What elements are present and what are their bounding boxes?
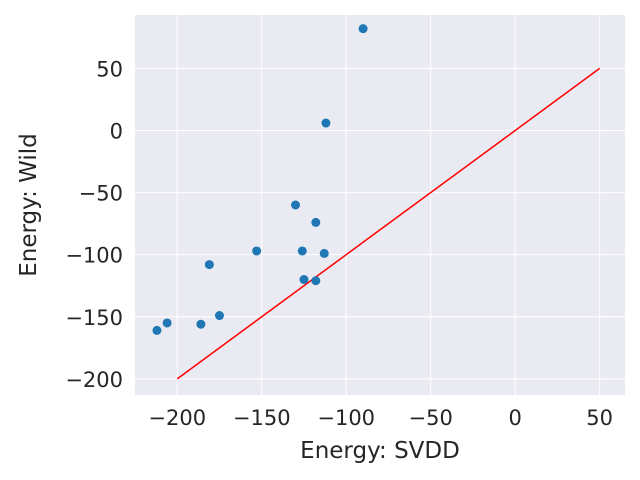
scatter-point xyxy=(152,325,162,335)
x-tick-label: −200 xyxy=(148,406,206,430)
y-tick-label: −100 xyxy=(65,244,123,268)
x-axis-label: Energy: SVDD xyxy=(300,438,460,464)
plot-area xyxy=(135,15,625,395)
scatter-point xyxy=(311,217,321,227)
y-tick-label: −50 xyxy=(79,182,123,206)
y-axis-label: Energy: Wild xyxy=(16,133,42,277)
x-tick-label: 50 xyxy=(586,406,613,430)
scatter-point xyxy=(319,248,329,258)
scatter-point xyxy=(358,24,368,34)
reference-line xyxy=(176,67,601,380)
scatter-point xyxy=(297,246,307,256)
x-tick-label: −100 xyxy=(317,406,375,430)
scatter-point xyxy=(214,311,224,321)
scatter-point xyxy=(291,200,301,210)
y-tick-label: −150 xyxy=(65,306,123,330)
tick-labels: −200 −150 −100 −50 0 50 −200 −150 −100 −50 0 50 xyxy=(65,57,613,430)
y-tick-label: 0 xyxy=(110,119,123,143)
scatter-point xyxy=(252,246,262,256)
x-tick-label: −50 xyxy=(409,406,453,430)
scatter-point xyxy=(311,276,321,286)
x-tick-label: −150 xyxy=(233,406,291,430)
y-tick-label: −200 xyxy=(65,368,123,392)
x-tick-label: 0 xyxy=(508,406,521,430)
scatter-point xyxy=(321,118,331,128)
grid-lines xyxy=(135,15,625,395)
scatter-point xyxy=(204,260,214,270)
data-marks xyxy=(152,24,601,380)
scatter-point xyxy=(299,275,309,285)
scatter-point xyxy=(162,318,172,328)
scatter-point xyxy=(196,319,206,329)
y-tick-label: 50 xyxy=(96,57,123,81)
